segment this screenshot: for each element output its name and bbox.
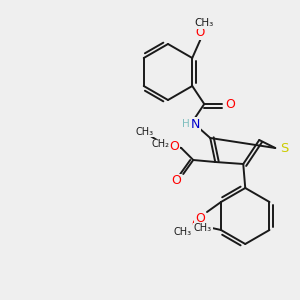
Text: O: O (191, 218, 201, 232)
Text: O: O (171, 175, 181, 188)
Text: CH₃: CH₃ (135, 127, 153, 137)
Text: S: S (280, 142, 288, 154)
Text: CH₃: CH₃ (195, 18, 214, 28)
Text: O: O (196, 26, 205, 40)
Text: CH₃: CH₃ (174, 227, 192, 237)
Text: H: H (182, 119, 190, 129)
Text: O: O (169, 140, 179, 154)
Text: N: N (190, 118, 200, 130)
Text: O: O (225, 98, 235, 112)
Text: O: O (195, 212, 205, 224)
Text: CH₃: CH₃ (194, 223, 212, 233)
Text: CH₂: CH₂ (151, 139, 169, 149)
